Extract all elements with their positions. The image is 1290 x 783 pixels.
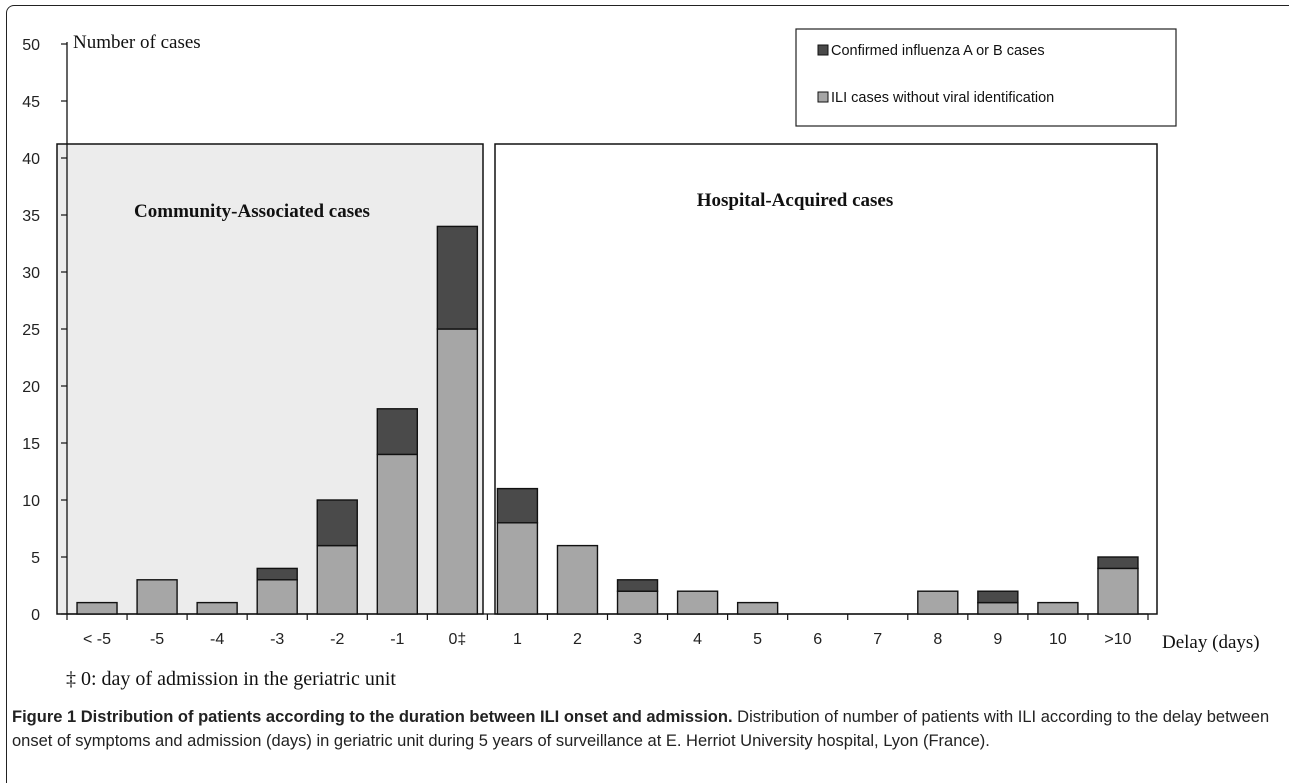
y-tick-label: 50: [22, 37, 40, 54]
y-tick-label: 5: [31, 550, 40, 567]
bar-segment: [196, 601, 238, 615]
figure-caption: Figure 1 Distribution of patients accord…: [12, 705, 1277, 753]
bar-segment: [316, 544, 358, 615]
caption-text: Distribution of number of patients with …: [12, 708, 1270, 750]
bar-segment: [436, 225, 479, 330]
bar-segment: [436, 328, 479, 615]
x-tick-label: 6: [813, 631, 822, 648]
legend-swatch: [817, 91, 829, 103]
legend-layer: Confirmed influenza A or B cases ILI case…: [795, 28, 1177, 127]
x-tick-label: -4: [210, 631, 224, 648]
x-tick-label: -3: [270, 631, 284, 648]
y-tick-label: 15: [22, 436, 40, 453]
bar-segment: [977, 601, 1019, 615]
y-tick-label: 0: [31, 607, 40, 624]
y-tick-label: 25: [22, 322, 40, 339]
bar-segment: [76, 601, 118, 615]
y-tick-label: 35: [22, 208, 40, 225]
legend-swatch: [817, 44, 829, 56]
y-tick-label: 40: [22, 151, 40, 168]
figure-frame: [6, 5, 1289, 783]
bar-segment: [917, 590, 959, 615]
axes-layer: [61, 42, 1149, 620]
x-tick-label: 2: [573, 631, 582, 648]
bar-segment: [616, 590, 659, 615]
x-tick-label: 1: [513, 631, 522, 648]
x-tick-label: 4: [693, 631, 702, 648]
x-tick-label: -1: [390, 631, 404, 648]
labels-layer: Community-Associated cases Hospital-Acqui…: [22, 32, 1259, 653]
x-tick-label: 7: [873, 631, 882, 648]
bar-segment: [256, 579, 298, 615]
caption-title: Figure 1 Distribution of patients accord…: [12, 708, 733, 726]
regions-layer: [56, 143, 1158, 615]
bar-segment: [556, 544, 599, 615]
y-tick-label: 10: [22, 493, 40, 510]
bar-segment: [136, 579, 178, 615]
bar-segment: [376, 453, 419, 615]
x-tick-label: 3: [633, 631, 642, 648]
bar-segment: [376, 408, 419, 456]
bar-segment: [1037, 601, 1079, 615]
bar-segment: [256, 567, 298, 581]
stacked-bar-chart: Community-Associated cases Hospital-Acqui…: [22, 28, 1260, 653]
bar-segment: [316, 499, 358, 547]
y-tick-label: 20: [22, 379, 40, 396]
bar-segment: [1097, 556, 1139, 570]
bars-layer: [76, 225, 1139, 615]
bar-segment: [676, 590, 719, 615]
bar-segment: [1097, 567, 1139, 615]
y-tick-label: 45: [22, 94, 40, 111]
x-tick-label: -5: [150, 631, 164, 648]
region-label-hospital: Hospital-Acquired cases: [697, 190, 894, 211]
legend-box: [795, 28, 1177, 127]
x-tick-label: 8: [933, 631, 942, 648]
bar-segment: [496, 487, 539, 524]
bar-segment: [616, 579, 659, 592]
y-tick-label: 30: [22, 265, 40, 282]
x-tick-label: 10: [1049, 631, 1067, 648]
x-tick-label: 9: [993, 631, 1002, 648]
x-tick-label: < -5: [83, 631, 111, 648]
x-tick-label: 5: [753, 631, 762, 648]
footnote: ‡ 0: day of admission in the geriatric u…: [66, 668, 396, 690]
bar-segment: [496, 522, 539, 615]
region-hospital: [494, 143, 1158, 615]
x-axis-label: Delay (days): [1162, 632, 1260, 653]
bar-segment: [736, 601, 779, 615]
region-label-community: Community-Associated cases: [134, 201, 370, 222]
legend-entry: Confirmed influenza A or B cases: [831, 43, 1045, 59]
bar-segment: [977, 590, 1019, 604]
x-tick-label: >10: [1104, 631, 1131, 648]
y-axis-label: Number of cases: [73, 32, 201, 53]
x-tick-label: -2: [330, 631, 344, 648]
x-tick-label: 0‡: [448, 631, 466, 648]
legend-entry: ILI cases without viral identification: [831, 90, 1054, 106]
